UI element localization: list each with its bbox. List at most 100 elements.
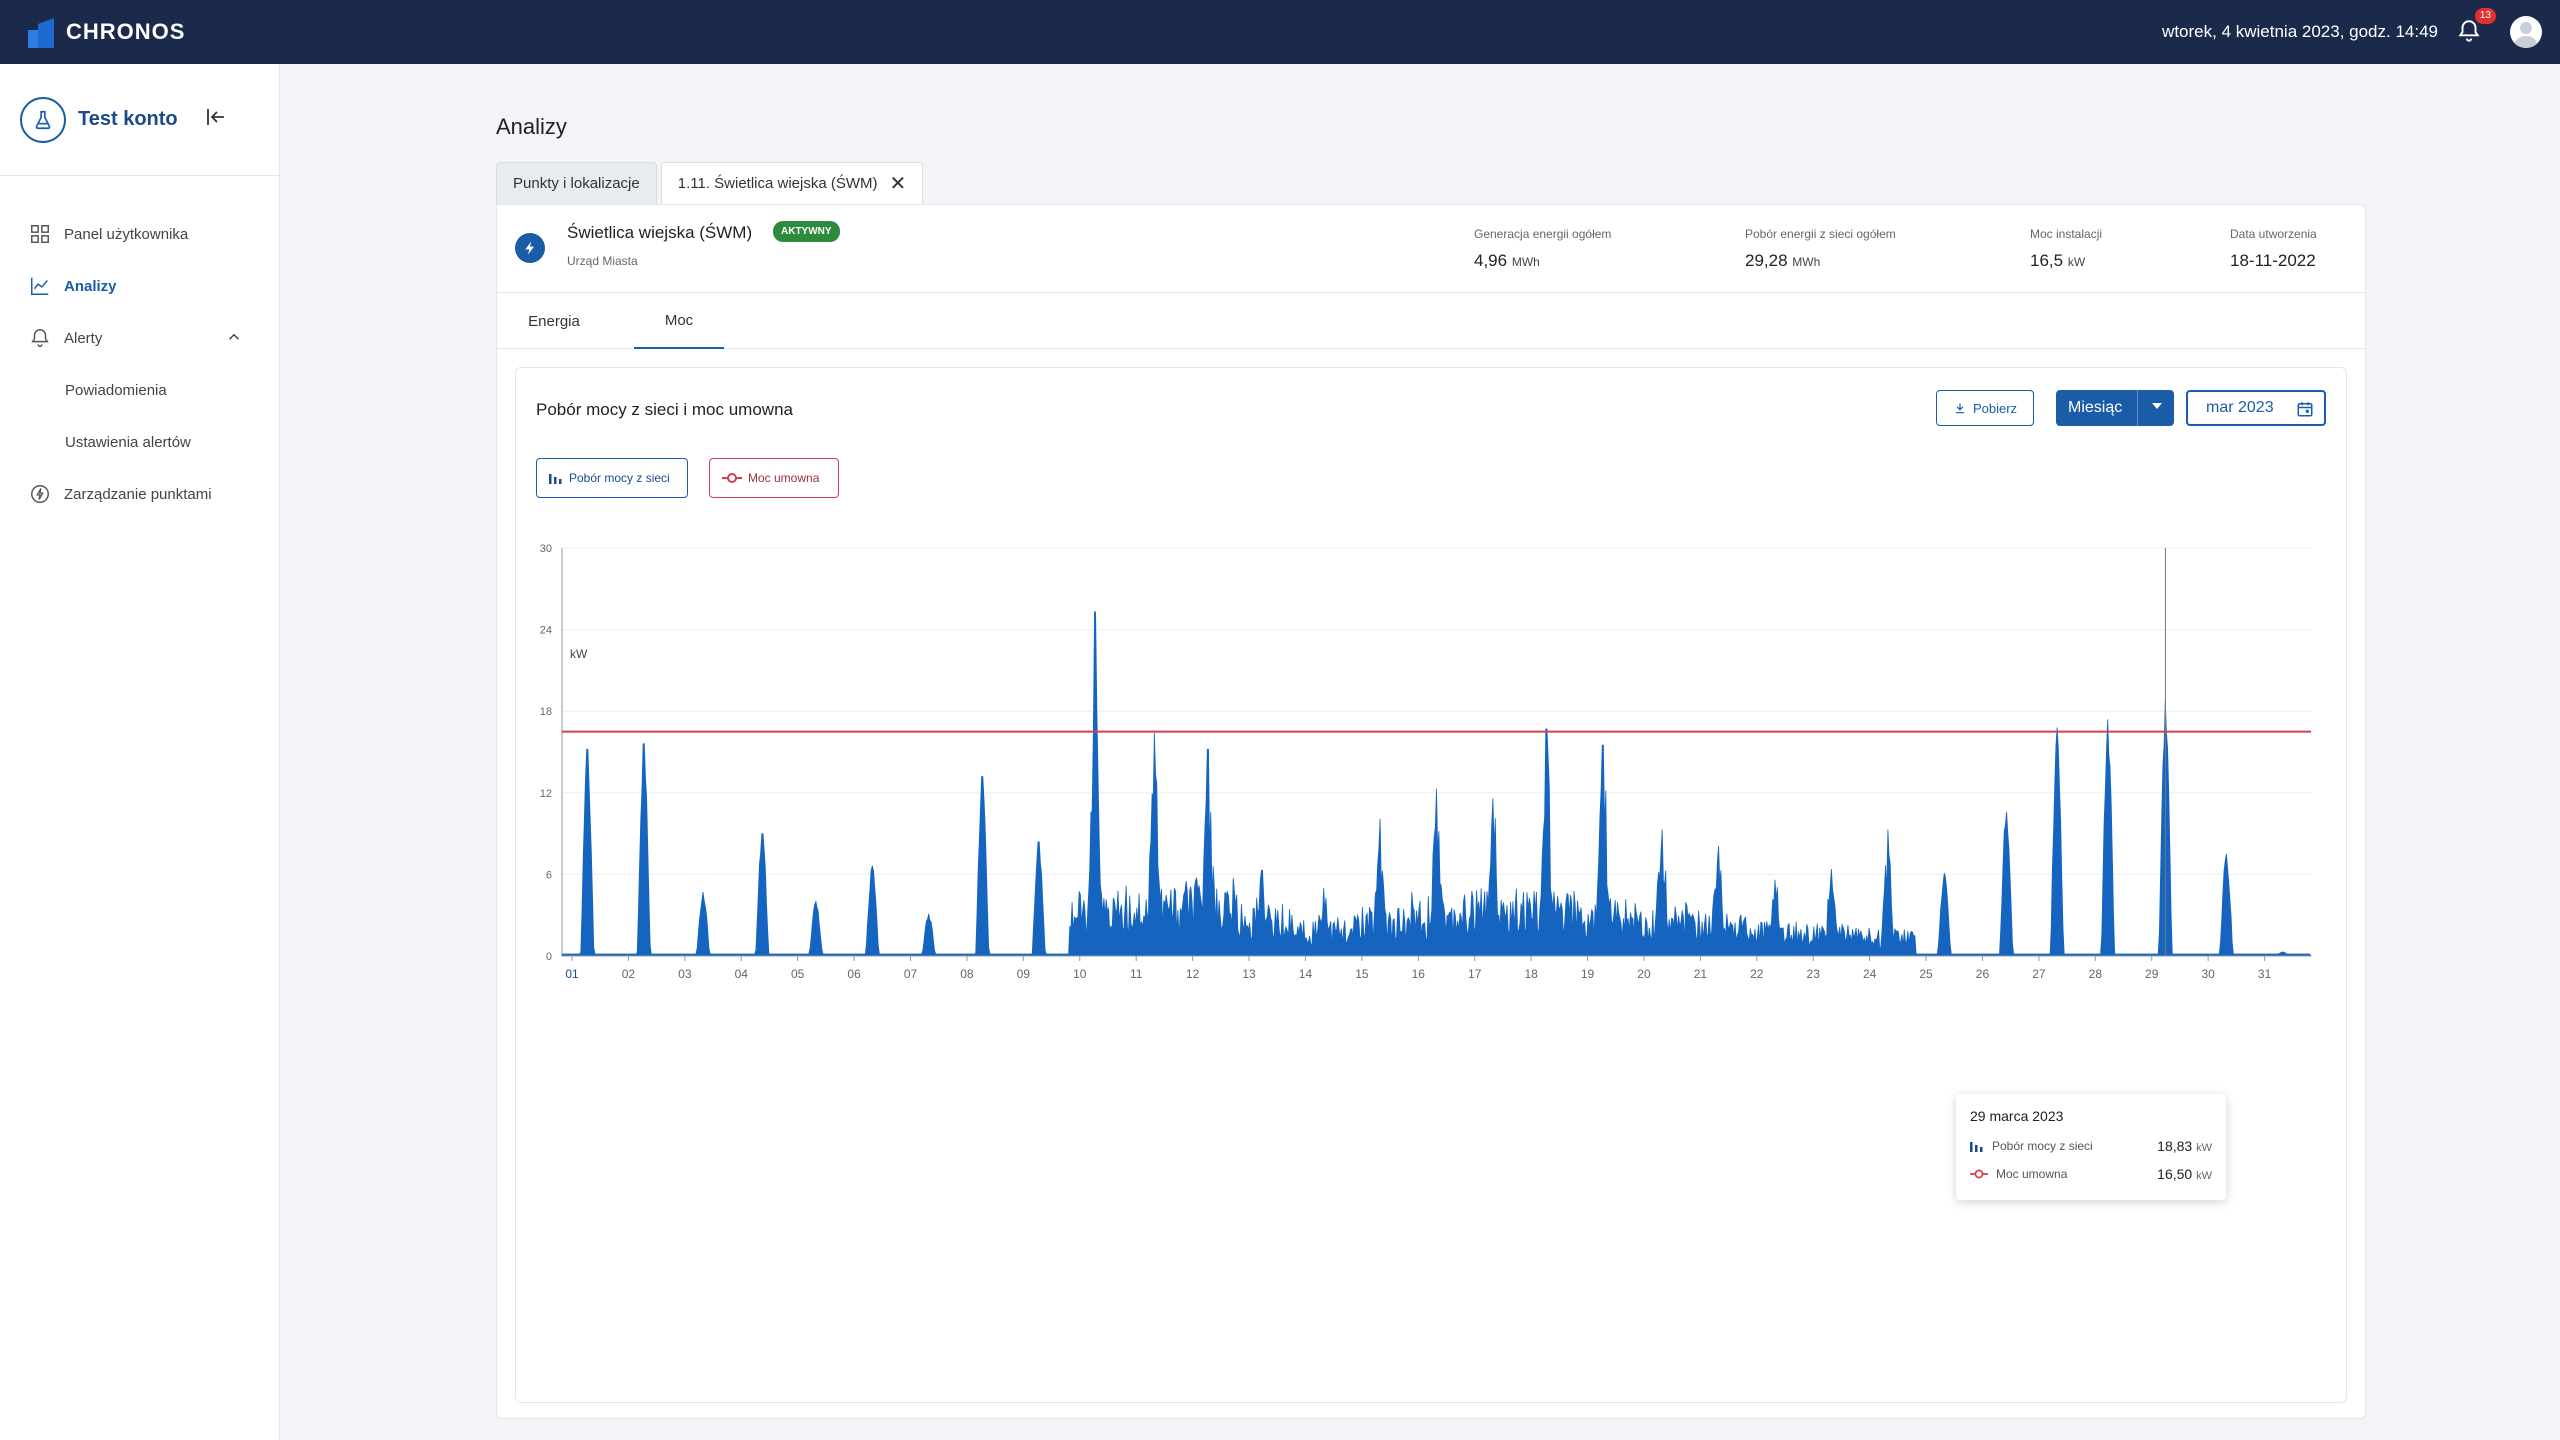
collapse-sidebar-button[interactable] <box>204 105 228 135</box>
sidebar-item-alerts[interactable]: Alerty <box>0 312 279 364</box>
y-tick-label: 30 <box>540 543 552 555</box>
x-tick-label: 13 <box>1242 967 1256 981</box>
location-header: Świetlica wiejska (ŚWM) AKTYWNY Urząd Mi… <box>497 205 2365 293</box>
sidebar-item-label: Powiadomienia <box>65 381 167 399</box>
current-datetime: wtorek, 4 kwietnia 2023, godz. 14:49 <box>2162 22 2438 41</box>
close-icon[interactable]: ✕ <box>889 173 907 195</box>
tooltip-row-contract-power: Moc umowna 16,50 kW <box>1970 1164 2212 1184</box>
sidebar-item-notifications[interactable]: Powiadomienia <box>0 364 279 416</box>
tooltip-row-grid-power: Pobór mocy z sieci 18,83 kW <box>1970 1136 2212 1156</box>
sidebar-nav: Panel użytkownika Analizy Alerty Powiado… <box>0 176 279 520</box>
tab-power[interactable]: Moc <box>634 293 724 349</box>
tab-energy[interactable]: Energia <box>528 312 580 330</box>
stat-value: 16,5 kW <box>2030 251 2086 270</box>
logo-icon <box>28 16 56 48</box>
sidebar-item-analytics[interactable]: Analizy <box>0 260 279 312</box>
chevron-up-icon[interactable] <box>225 328 243 350</box>
dashboard-icon <box>28 222 52 246</box>
chart-icon <box>28 274 52 298</box>
x-tick-label: 07 <box>904 967 918 981</box>
download-button[interactable]: Pobierz <box>1936 390 2034 426</box>
month-picker[interactable]: mar 2023 <box>2186 390 2326 426</box>
x-tick-label: 26 <box>1976 967 1990 981</box>
stat-value: 4,96 MWh <box>1474 251 1540 270</box>
location-name: Świetlica wiejska (ŚWM) <box>567 223 753 242</box>
chart-tooltip: 29 marca 2023 Pobór mocy z sieci 18,83 k… <box>1956 1094 2226 1200</box>
stat-label: Generacja energii ogółem <box>1474 227 1612 241</box>
tab-label: Punkty i lokalizacje <box>513 175 640 192</box>
bar-chart-icon <box>549 474 562 484</box>
x-tick-label: 29 <box>2145 967 2159 981</box>
sidebar-item-label: Panel użytkownika <box>64 225 189 243</box>
line-marker-icon <box>1970 1169 1988 1179</box>
x-tick-label: 12 <box>1186 967 1200 981</box>
stat-label: Data utworzenia <box>2230 227 2317 241</box>
y-axis-unit-label: kW <box>570 647 588 661</box>
x-tick-label: 03 <box>678 967 692 981</box>
download-label: Pobierz <box>1972 400 2018 416</box>
stat-installed-power: Moc instalacji 16,5 kW <box>2030 227 2102 271</box>
notifications-button[interactable]: 13 <box>2456 8 2496 46</box>
sidebar-item-label: Zarządzanie punktami <box>64 485 212 503</box>
user-avatar[interactable] <box>2510 16 2542 48</box>
calendar-icon[interactable] <box>2296 400 2314 423</box>
stat-value: 18-11-2022 <box>2230 251 2316 270</box>
download-icon <box>1955 403 1965 414</box>
x-tick-label: 06 <box>847 967 861 981</box>
legend-label: Moc umowna <box>748 471 820 485</box>
legend-contract-power[interactable]: Moc umowna <box>709 458 839 498</box>
legend-grid-power[interactable]: Pobór mocy z sieci <box>536 458 688 498</box>
flask-icon <box>20 96 66 143</box>
tab-points-locations[interactable]: Punkty i lokalizacje <box>496 162 657 204</box>
stat-value: 29,28 MWh <box>1745 251 1821 270</box>
x-tick-label: 14 <box>1299 967 1313 981</box>
bolt-icon <box>28 482 52 506</box>
x-tick-label: 28 <box>2089 967 2103 981</box>
y-tick-label: 12 <box>540 788 552 800</box>
x-tick-label: 04 <box>735 967 749 981</box>
sidebar-item-dashboard[interactable]: Panel użytkownika <box>0 208 279 260</box>
period-label: Miesiąc <box>2068 399 2123 416</box>
sidebar-item-alert-settings[interactable]: Ustawienia alertów <box>0 416 279 468</box>
caret-down-icon <box>2152 403 2162 409</box>
bell-icon <box>2458 20 2480 42</box>
x-tick-label: 01 <box>565 967 579 981</box>
period-select[interactable]: Miesiąc <box>2056 390 2174 426</box>
x-tick-label: 18 <box>1524 967 1538 981</box>
sidebar-item-point-management[interactable]: Zarządzanie punktami <box>0 468 279 520</box>
x-tick-label: 21 <box>1694 967 1708 981</box>
x-tick-label: 30 <box>2201 967 2215 981</box>
x-tick-label: 27 <box>2032 967 2046 981</box>
month-value: mar 2023 <box>2206 399 2274 416</box>
bolt-icon <box>515 233 545 263</box>
y-tick-label: 0 <box>546 951 552 963</box>
x-tick-label: 02 <box>622 967 636 981</box>
tab-location-detail[interactable]: 1.11. Świetlica wiejska (ŚWM) ✕ <box>660 162 924 204</box>
location-owner: Urząd Miasta <box>567 254 638 268</box>
account-header: Test konto <box>0 64 279 176</box>
collapse-icon <box>206 108 224 125</box>
notification-badge: 13 <box>2474 8 2496 24</box>
x-tick-label: 17 <box>1468 967 1482 981</box>
sidebar-item-label: Alerty <box>64 329 103 347</box>
status-badge: AKTYWNY <box>773 221 840 242</box>
x-tick-label: 20 <box>1637 967 1651 981</box>
y-tick-label: 6 <box>546 869 552 881</box>
stat-label: Pobór energii z sieci ogółem <box>1745 227 1896 241</box>
x-tick-label: 23 <box>1807 967 1821 981</box>
stat-label: Moc instalacji <box>2030 227 2103 241</box>
x-tick-label: 31 <box>2258 967 2272 981</box>
legend-label: Pobór mocy z sieci <box>569 471 670 485</box>
x-tick-label: 25 <box>1919 967 1933 981</box>
x-tick-label: 11 <box>1130 967 1143 981</box>
grid-power-series-area[interactable] <box>561 611 2312 957</box>
stat-energy-generation: Generacja energii ogółem 4,96 MWh <box>1474 227 1611 271</box>
x-tick-label: 22 <box>1750 967 1764 981</box>
tab-label: 1.11. Świetlica wiejska (ŚWM) <box>677 175 878 192</box>
x-tick-label: 19 <box>1581 967 1595 981</box>
brand-logo[interactable]: CHRONOS <box>28 16 185 48</box>
x-tick-label: 08 <box>960 967 974 981</box>
x-tick-label: 16 <box>1412 967 1426 981</box>
line-marker-icon <box>722 473 742 483</box>
